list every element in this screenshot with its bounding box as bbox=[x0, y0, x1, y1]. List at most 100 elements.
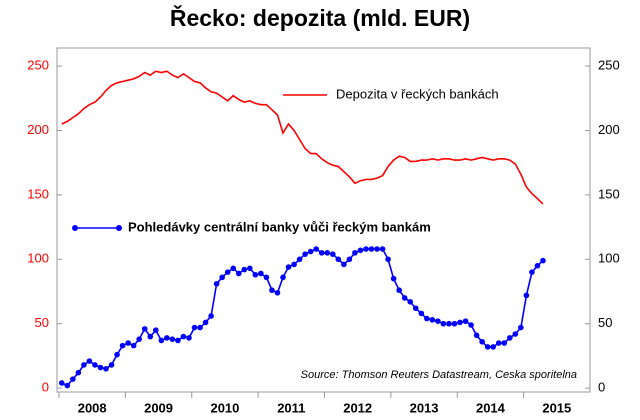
data-point bbox=[341, 261, 347, 268]
data-point bbox=[202, 319, 209, 326]
data-point bbox=[374, 246, 380, 252]
data-point bbox=[307, 248, 314, 255]
y-tick-label: 200 bbox=[27, 122, 49, 137]
legend-label: Pohledávky centrální banky vůči řeckým b… bbox=[128, 219, 431, 234]
data-point bbox=[534, 262, 541, 269]
data-point bbox=[424, 315, 430, 322]
y2-tick-label: 50 bbox=[598, 315, 612, 330]
x-tick-label: 2009 bbox=[144, 400, 173, 415]
data-point bbox=[435, 318, 441, 324]
data-point bbox=[86, 358, 93, 364]
data-point bbox=[401, 295, 408, 301]
data-point bbox=[457, 319, 463, 326]
legend-label: Depozita v řeckých bankách bbox=[336, 86, 499, 101]
data-point bbox=[280, 274, 286, 281]
data-point bbox=[479, 338, 485, 345]
data-point bbox=[490, 344, 497, 350]
data-point bbox=[446, 320, 452, 327]
data-point bbox=[197, 324, 203, 331]
data-point bbox=[252, 271, 259, 278]
data-point bbox=[75, 369, 82, 376]
y-tick-label: 100 bbox=[27, 251, 49, 266]
data-point bbox=[158, 337, 165, 344]
data-point bbox=[219, 274, 225, 281]
data-point bbox=[318, 250, 325, 256]
data-point bbox=[235, 270, 242, 277]
series-line bbox=[61, 248, 544, 387]
data-point bbox=[130, 342, 137, 349]
legend-marker bbox=[116, 225, 122, 231]
plot-frame bbox=[56, 47, 591, 393]
data-point bbox=[136, 336, 143, 342]
data-point bbox=[313, 246, 320, 252]
y-tick-label: 0 bbox=[42, 380, 49, 395]
data-point bbox=[119, 342, 126, 349]
data-point bbox=[147, 333, 154, 340]
y2-tick-label: 200 bbox=[598, 122, 620, 137]
data-point bbox=[230, 265, 237, 272]
data-point bbox=[368, 246, 375, 252]
data-point bbox=[97, 364, 104, 371]
data-point bbox=[523, 292, 530, 299]
data-point bbox=[92, 362, 98, 368]
data-point bbox=[418, 310, 425, 317]
y2-tick-label: 150 bbox=[598, 186, 620, 201]
y-tick-label: 50 bbox=[35, 315, 49, 330]
data-point bbox=[164, 335, 170, 341]
y-tick-label: 250 bbox=[27, 57, 49, 72]
chart-title: Řecko: depozita (mld. EUR) bbox=[170, 4, 470, 31]
data-point bbox=[451, 320, 458, 327]
data-point bbox=[296, 256, 303, 263]
data-point bbox=[390, 275, 397, 282]
data-point bbox=[213, 280, 220, 287]
data-point bbox=[274, 289, 281, 296]
data-point bbox=[58, 380, 65, 386]
data-point bbox=[440, 320, 447, 327]
x-tick-label: 2013 bbox=[410, 400, 439, 415]
data-point bbox=[352, 250, 358, 256]
data-point bbox=[429, 317, 436, 323]
data-point bbox=[152, 327, 159, 333]
data-point bbox=[346, 256, 353, 263]
legend-marker bbox=[72, 225, 78, 231]
data-point bbox=[169, 336, 176, 342]
y2-tick-label: 0 bbox=[598, 380, 605, 395]
series-line bbox=[61, 70, 544, 205]
data-point bbox=[363, 246, 369, 252]
data-point bbox=[103, 366, 109, 372]
data-point bbox=[285, 264, 292, 270]
data-point bbox=[468, 322, 474, 328]
data-point bbox=[64, 382, 71, 389]
data-point bbox=[512, 331, 519, 337]
data-point bbox=[506, 335, 513, 341]
data-point bbox=[407, 299, 414, 305]
data-point bbox=[501, 340, 508, 346]
data-point bbox=[114, 351, 120, 358]
x-tick-label: 2011 bbox=[277, 400, 305, 415]
data-point bbox=[141, 326, 148, 332]
data-point bbox=[462, 318, 469, 324]
data-point bbox=[175, 337, 181, 344]
data-point bbox=[396, 287, 402, 294]
x-tick-label: 2008 bbox=[78, 400, 107, 415]
data-point bbox=[208, 313, 214, 319]
data-point bbox=[412, 305, 419, 312]
data-point bbox=[180, 333, 187, 340]
data-point bbox=[484, 344, 491, 350]
data-point bbox=[379, 246, 386, 252]
x-tick-label: 2012 bbox=[343, 400, 372, 415]
y2-tick-label: 250 bbox=[598, 57, 620, 72]
data-point bbox=[241, 266, 248, 273]
x-tick-label: 2015 bbox=[542, 400, 571, 415]
data-point bbox=[70, 376, 76, 382]
y2-tick-label: 100 bbox=[598, 251, 620, 266]
x-tick-label: 2014 bbox=[476, 400, 506, 415]
data-point bbox=[518, 324, 524, 331]
data-point bbox=[258, 270, 264, 277]
source-note: Source: Thomson Reuters Datastream, Cesk… bbox=[301, 369, 577, 381]
data-point bbox=[495, 340, 502, 346]
data-point bbox=[125, 340, 131, 346]
data-point bbox=[186, 335, 192, 341]
data-point bbox=[224, 269, 231, 275]
